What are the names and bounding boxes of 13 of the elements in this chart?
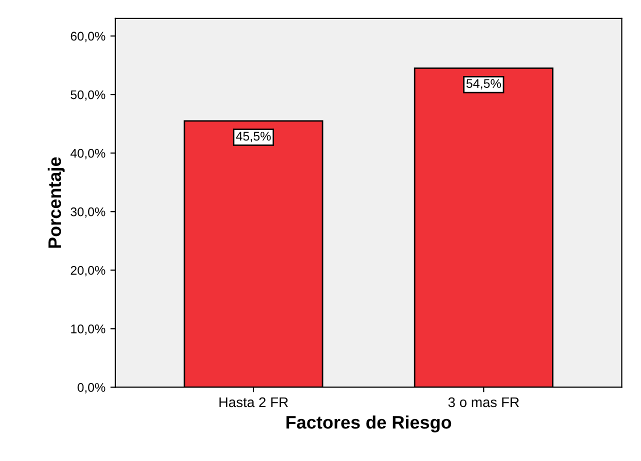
x-tick-label: 3 o mas FR xyxy=(448,397,519,408)
y-tick-label: 30,0% xyxy=(70,207,106,218)
y-tick-label: 40,0% xyxy=(70,148,106,160)
y-tick-label: 0,0% xyxy=(78,383,106,394)
y-axis-title: Porcentaje xyxy=(48,157,65,248)
data-label: 45,5% xyxy=(236,132,271,142)
y-tick-label: 10,0% xyxy=(71,324,106,335)
x-axis-title: Factores de Riesgo xyxy=(286,415,452,432)
y-tick-label: 50,0% xyxy=(70,90,106,101)
y-tick-label: 60,0% xyxy=(70,32,106,42)
x-tick-label: Hasta 2 FR xyxy=(220,397,288,408)
y-tick-label: 20,0% xyxy=(70,266,106,276)
data-label: 54,5% xyxy=(466,79,501,90)
